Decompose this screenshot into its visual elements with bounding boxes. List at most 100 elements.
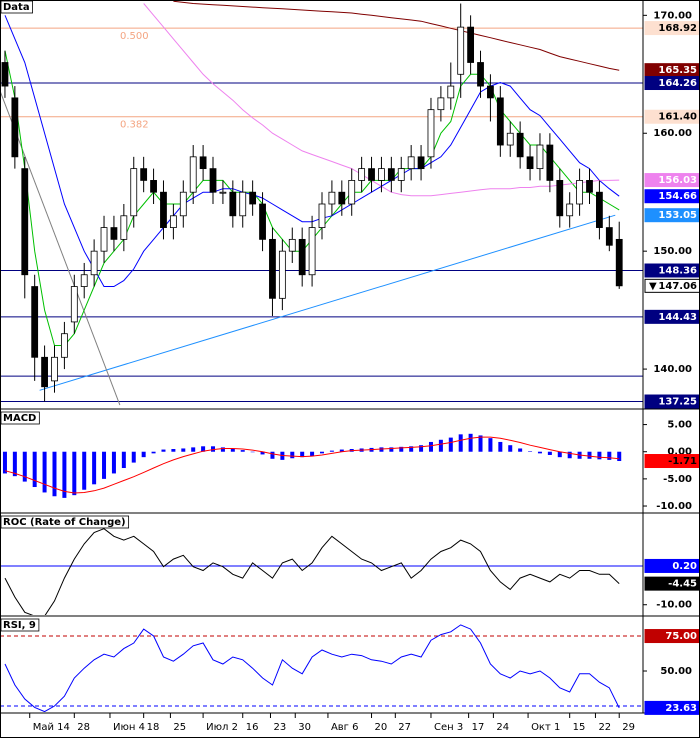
price-label: 148.36 xyxy=(658,266,697,277)
candle-body xyxy=(308,227,316,276)
candle-body xyxy=(576,180,583,205)
y-tick-label: 50.00 xyxy=(660,666,692,677)
panel-title: ROC (Rate of Change) xyxy=(3,517,126,528)
price-label: 165.35 xyxy=(658,65,697,76)
macd-bar xyxy=(72,451,77,496)
macd-bar xyxy=(260,451,265,455)
macd-bar xyxy=(319,451,324,454)
candle-body xyxy=(397,168,405,181)
macd-bar xyxy=(409,446,414,452)
candle-body xyxy=(239,191,247,217)
price-label-box xyxy=(644,263,700,278)
candle-body xyxy=(41,356,48,388)
macd-bar xyxy=(448,437,453,452)
x-tick-label: Июл 2 xyxy=(206,722,238,733)
price-label-box xyxy=(644,576,700,591)
candle-body xyxy=(31,286,39,358)
macd-bar xyxy=(458,434,463,452)
candle-body xyxy=(259,203,266,240)
macd-bar xyxy=(557,451,562,458)
candle-body xyxy=(467,26,475,63)
macd-bar xyxy=(42,451,47,493)
candle-body xyxy=(140,168,148,181)
macd-bar xyxy=(290,451,295,459)
candle-body xyxy=(130,168,138,217)
candle-body xyxy=(566,203,574,217)
candle-body xyxy=(110,227,118,240)
candle-body xyxy=(269,238,276,299)
price-label: 156.03 xyxy=(658,175,697,186)
macd-bar xyxy=(161,449,166,452)
macd-bar xyxy=(478,435,483,452)
macd-bar xyxy=(617,451,622,462)
candle-body xyxy=(209,168,217,193)
x-tick-label: 27 xyxy=(398,722,411,733)
macd-bar xyxy=(131,451,136,463)
price-label: 147.06 xyxy=(658,281,697,292)
macd-bar xyxy=(300,451,305,458)
candle-body xyxy=(318,203,326,228)
macd-bar xyxy=(62,451,67,498)
macd-bar xyxy=(220,447,225,452)
candle-body xyxy=(506,132,514,146)
price-label: 23.63 xyxy=(665,703,697,714)
macd-bar xyxy=(518,448,523,452)
macd-bar xyxy=(379,447,384,452)
macd-bar xyxy=(121,451,126,469)
macd-bar xyxy=(141,451,146,458)
candle-body xyxy=(80,274,88,287)
candle-body xyxy=(169,215,177,228)
x-tick-label: 15 xyxy=(573,722,586,733)
macd-bar xyxy=(597,451,602,460)
candle-body xyxy=(120,215,128,240)
panel: 0.500 0.382 xyxy=(0,0,643,406)
candle-body xyxy=(358,168,366,181)
price-label: 153.05 xyxy=(658,210,697,221)
price-label: 137.25 xyxy=(658,397,697,408)
macd-bar xyxy=(419,445,424,452)
candle-body xyxy=(189,156,197,193)
candle-body xyxy=(387,168,395,181)
candle-body xyxy=(179,191,187,217)
candle-body xyxy=(21,168,29,276)
candle-body xyxy=(605,227,613,246)
price-label-box xyxy=(644,629,700,644)
macd-bar xyxy=(607,451,612,460)
macd-bar xyxy=(82,451,87,490)
x-tick-label: 22 xyxy=(598,722,611,733)
candle-body xyxy=(51,356,58,382)
candle-body xyxy=(596,191,603,228)
candle-body xyxy=(407,156,415,170)
price-label-box xyxy=(644,109,700,124)
price-label: 154.66 xyxy=(658,191,697,202)
macd-bar xyxy=(528,451,533,452)
candle-body xyxy=(328,191,336,205)
y-tick-label: 150.00 xyxy=(653,246,692,257)
macd-bar xyxy=(171,449,176,452)
macd-bar xyxy=(211,446,216,452)
panel-title: Data xyxy=(3,2,30,13)
macd-bar xyxy=(329,450,334,452)
macd-bar xyxy=(508,445,513,452)
x-tick-label: 20 xyxy=(375,722,388,733)
candle-body xyxy=(249,191,257,205)
macd-bar xyxy=(92,451,97,485)
macd-bar xyxy=(2,451,7,474)
candle-body xyxy=(368,168,375,181)
macd-bar xyxy=(111,451,116,474)
x-tick-label: 23 xyxy=(273,722,286,733)
panel xyxy=(0,528,643,615)
panel xyxy=(2,433,622,498)
macd-bar xyxy=(488,438,493,452)
macd-bar xyxy=(201,446,206,452)
macd-bar xyxy=(537,451,542,454)
candle-body xyxy=(546,144,554,181)
price-label-box xyxy=(644,700,700,715)
candle-body xyxy=(160,191,167,228)
candle-body xyxy=(150,180,157,193)
price-arrow: ▼ xyxy=(649,281,657,292)
candle-body xyxy=(496,97,504,146)
price-label: 161.40 xyxy=(658,112,697,123)
x-tick-label: 25 xyxy=(173,722,186,733)
